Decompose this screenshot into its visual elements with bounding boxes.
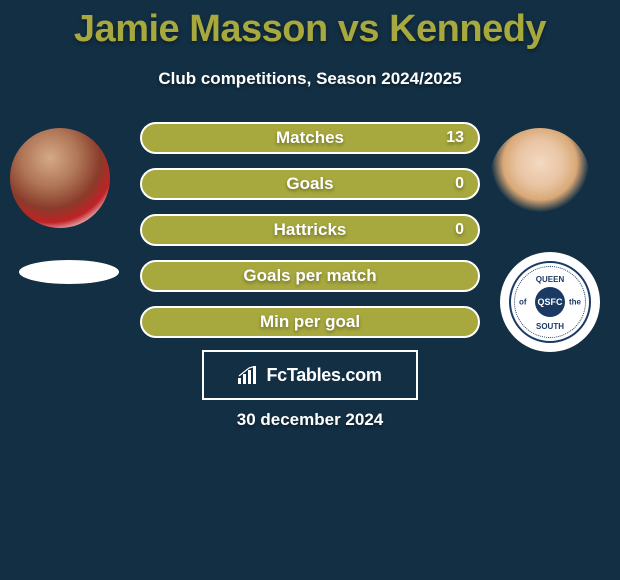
stat-label: Matches [276,128,344,148]
club-right-text-bottom: SOUTH [536,322,564,331]
stats-table: Matches 13 Goals 0 Hattricks 0 Goals per… [140,122,480,352]
stat-label: Hattricks [274,220,347,240]
stat-value-right: 13 [446,129,464,147]
stat-label: Goals per match [243,266,376,286]
club-right-badge: QUEEN of the SOUTH QSFC [509,261,591,343]
stat-row-hattricks: Hattricks 0 [140,214,480,246]
club-right-text-right: the [569,298,581,307]
stat-value-right: 0 [455,221,464,239]
page-title: Jamie Masson vs Kennedy [0,0,620,51]
club-left-logo [19,260,119,284]
date-label: 30 december 2024 [0,410,620,430]
subtitle: Club competitions, Season 2024/2025 [0,69,620,89]
player-left-avatar [10,128,110,228]
bar-chart-icon [238,366,260,384]
club-right-text-center: QSFC [535,287,565,317]
stat-value-right: 0 [455,175,464,193]
club-right-logo: QUEEN of the SOUTH QSFC [500,252,600,352]
stat-label: Goals [286,174,333,194]
stat-row-min-per-goal: Min per goal [140,306,480,338]
club-right-text-left: of [519,298,527,307]
club-right-text-top: QUEEN [536,275,564,284]
stat-row-goals-per-match: Goals per match [140,260,480,292]
branding-text: FcTables.com [266,365,381,386]
player-right-avatar [490,128,590,228]
stat-row-goals: Goals 0 [140,168,480,200]
stat-row-matches: Matches 13 [140,122,480,154]
stat-label: Min per goal [260,312,360,332]
branding-box[interactable]: FcTables.com [202,350,418,400]
